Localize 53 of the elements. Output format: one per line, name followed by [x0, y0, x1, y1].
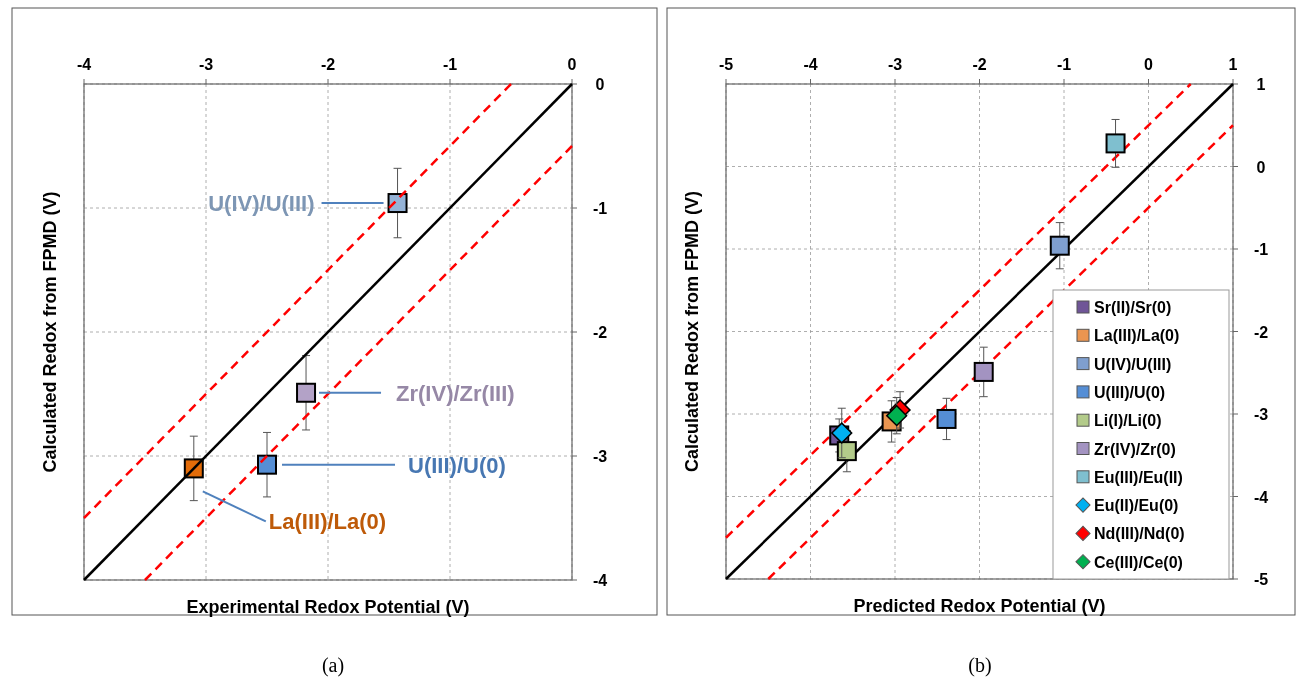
x-tick-label: 0 — [567, 56, 577, 73]
legend-label: Sr(II)/Sr(0) — [1094, 299, 1172, 316]
point — [836, 441, 857, 462]
y-tick-label: 0 — [595, 76, 605, 93]
x-axis-title: Predicted Redox Potential (V) — [853, 596, 1106, 616]
text: (a) — [321, 654, 345, 677]
point — [257, 454, 277, 475]
text: La(III)/La(0) — [268, 509, 387, 535]
y-tick-label: -4 — [1253, 488, 1269, 506]
y-tick-label: -5 — [1253, 571, 1269, 588]
x-tick-label: -4 — [76, 56, 92, 73]
x-axis-title: Experimental Redox Potential (V) — [186, 597, 470, 617]
point — [1049, 235, 1070, 256]
x-tick-label: -3 — [198, 56, 214, 73]
y-tick-label: -2 — [592, 324, 608, 341]
legend-label: La(III)/La(0) — [1094, 327, 1180, 345]
text: U(III)/U(0) — [408, 452, 506, 478]
y-tick-label: 1 — [1256, 76, 1266, 93]
text: (b) — [968, 654, 992, 677]
point — [886, 405, 908, 427]
y-tick-label: 0 — [1256, 158, 1266, 176]
y-tick-label: -2 — [1253, 323, 1269, 341]
legend-label: Eu(II)/Eu(0) — [1094, 497, 1179, 515]
x-tick-label: -2 — [972, 56, 987, 73]
x-tick-label: -1 — [442, 56, 458, 73]
x-tick-label: -1 — [1056, 56, 1072, 73]
y-tick-label: -1 — [592, 200, 608, 217]
text: U(IV)/U(III) — [208, 191, 315, 217]
legend-label: U(III)/U(0) — [1094, 383, 1166, 401]
point — [936, 408, 957, 429]
legend-label: U(IV)/U(III) — [1094, 355, 1172, 373]
x-tick-label: -2 — [320, 56, 336, 73]
y-tick-label: -1 — [1253, 241, 1269, 258]
legend-label: Ce(III)/Ce(0) — [1094, 553, 1183, 571]
y-tick-label: -3 — [592, 448, 608, 465]
x-tick-label: -4 — [803, 56, 818, 73]
y-tick-label: -4 — [592, 572, 608, 589]
legend-label: Nd(III)/Nd(0) — [1094, 525, 1185, 543]
y-axis-title: Calculated Redox from FPMD (V) — [40, 191, 60, 473]
x-tick-label: -5 — [718, 56, 734, 73]
legend-label: Li(I)/Li(0) — [1094, 412, 1162, 430]
point — [1105, 133, 1126, 154]
y-tick-label: -3 — [1253, 406, 1269, 423]
point — [387, 193, 408, 214]
x-tick-label: 0 — [1144, 56, 1154, 73]
legend-label: Zr(IV)/Zr(0) — [1094, 440, 1176, 458]
point — [973, 361, 994, 382]
x-tick-label: -3 — [887, 56, 903, 73]
point — [296, 382, 317, 403]
y-axis-title: Calculated Redox from FPMD (V) — [682, 190, 702, 473]
x-tick-label: 1 — [1228, 56, 1238, 73]
legend-label: Eu(III)/Eu(II) — [1094, 468, 1183, 486]
text: Zr(IV)/Zr(III) — [396, 380, 515, 406]
